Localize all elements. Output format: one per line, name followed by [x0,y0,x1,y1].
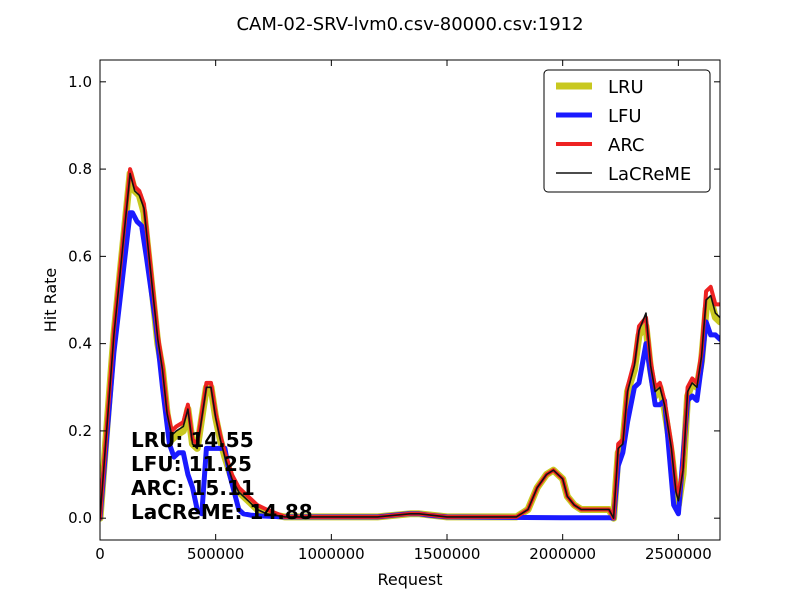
x-tick-label: 0 [95,545,105,563]
y-tick-label: 0.2 [68,422,92,440]
legend-label: ARC [608,135,645,156]
y-tick-label: 1.0 [68,73,92,91]
x-tick-label: 1000000 [298,545,365,563]
x-tick-label: 1500000 [414,545,481,563]
y-tick-label: 0.6 [68,247,92,265]
series-layer [100,167,720,522]
series-line-lacreme [100,172,720,520]
legend-label: LFU [608,106,642,127]
y-tick-label: 0.4 [68,335,92,353]
y-tick-label: 0.0 [68,509,92,527]
y-tick-label: 0.8 [68,160,92,178]
x-tick-label: 500000 [187,545,244,563]
stat-annotation: LRU: 14.55 [131,428,254,452]
legend-label: LRU [608,77,644,98]
x-tick-label: 2000000 [529,545,596,563]
y-axis-label: Hit Rate [41,268,60,333]
legend: LRU LFU ARC LaCReME [543,69,711,193]
x-axis-label: Request [378,570,443,589]
stat-annotation: LFU: 11.25 [131,452,252,476]
axes-frame [99,59,721,541]
legend-box [543,69,711,193]
stat-annotation: LaCReME: 14.88 [131,500,313,524]
axes-layer: 0 500000 1000000 1500000 2000000 2500000 0.0 0.… [68,59,721,563]
x-tick-label: 2500000 [645,545,712,563]
chart-title: CAM-02-SRV-lvm0.csv-80000.csv:1912 [236,14,583,35]
legend-label: LaCReME [608,164,691,185]
stat-annotation: ARC: 15.11 [131,476,255,500]
